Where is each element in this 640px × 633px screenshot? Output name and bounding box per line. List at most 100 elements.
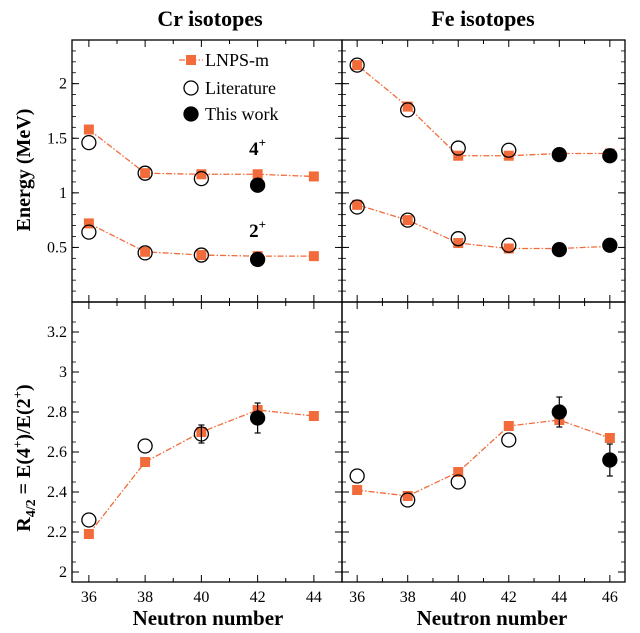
legend-label: Literature — [205, 78, 276, 98]
y-tick-label: 3.2 — [47, 324, 67, 341]
lnps-point — [83, 218, 94, 229]
legend: LNPS-m Literature This work — [179, 50, 279, 124]
series-lnps-m — [83, 218, 319, 262]
y-tick-label: 2.4 — [47, 484, 67, 501]
x-tick-label: 40 — [450, 589, 466, 606]
this-work-point — [249, 177, 266, 193]
x-tick-label: 36 — [81, 589, 97, 606]
series-this-work — [551, 146, 618, 164]
panel-frame — [341, 301, 626, 583]
lnps-point — [308, 411, 319, 421]
y-tick-label: 2 — [59, 564, 67, 581]
literature-point — [137, 165, 153, 181]
panel-1-1: 36 38 40 42 44 46 — [341, 301, 626, 606]
this-work-point — [602, 148, 618, 164]
series-literature — [349, 57, 517, 158]
lnps-point — [140, 457, 151, 467]
literature-point — [501, 432, 517, 448]
literature-point — [349, 468, 365, 484]
literature-point — [450, 474, 466, 490]
literature-point — [137, 245, 153, 261]
this-work-point — [602, 452, 618, 468]
legend-marker-this-work — [183, 106, 199, 122]
this-work-point — [249, 251, 266, 268]
lnps-point — [140, 168, 151, 179]
lnps-point — [402, 101, 413, 112]
lnps-point — [503, 243, 514, 254]
xlabel-fe: Neutron number — [417, 606, 568, 630]
literature-point — [450, 140, 466, 156]
this-work-point — [551, 146, 567, 163]
this-work-point — [551, 404, 567, 420]
literature-point — [400, 102, 416, 118]
lnps-point — [83, 124, 94, 135]
x-tick-label: 40 — [193, 589, 209, 606]
x-tick-label: 36 — [349, 589, 365, 606]
lnps-point — [503, 421, 514, 431]
lnps-point — [402, 491, 413, 501]
lnps-line — [356, 204, 610, 250]
lnps-line — [357, 419, 611, 497]
lnps-point — [196, 250, 207, 261]
literature-point — [193, 426, 210, 442]
x-tick-label: 42 — [250, 589, 266, 606]
col-title-fe: Fe isotopes — [431, 6, 535, 31]
y-tick-label: 2.2 — [47, 524, 67, 541]
lnps-point — [308, 251, 319, 262]
literature-point — [137, 438, 153, 454]
lnps-point — [604, 433, 615, 443]
series-this-work — [249, 251, 266, 268]
x-tick-label: 38 — [137, 589, 153, 606]
lnps-point — [252, 169, 263, 180]
level-label: 2+ — [249, 217, 266, 242]
series-lnps-m — [352, 415, 615, 501]
literature-point — [81, 512, 97, 528]
literature-point — [501, 142, 517, 158]
series-lnps-m — [352, 199, 615, 254]
literature-point — [193, 170, 210, 187]
legend-marker-literature — [183, 80, 199, 96]
legend-label: LNPS-m — [205, 50, 269, 70]
series-this-work — [551, 396, 618, 477]
lnps-point — [352, 60, 363, 71]
y-tick-label: 1.5 — [47, 130, 67, 147]
series-lnps-m — [83, 124, 319, 182]
x-tick-label: 44 — [306, 589, 322, 606]
lnps-point — [196, 169, 207, 180]
series-literature — [81, 424, 210, 528]
series-literature — [349, 432, 517, 508]
series-literature — [349, 199, 517, 253]
y-axis-labels: Energy (MeV) R4/2 = E(4+)/E(2+) — [10, 109, 39, 532]
x-tick-label: 46 — [602, 589, 618, 606]
column-titles: Cr isotopes Fe isotopes — [157, 6, 535, 31]
x-axis-labels: Neutron number Neutron number — [133, 606, 568, 630]
lnps-point — [308, 171, 319, 182]
panel-0-0: 0.5 1 1.5 2 4+ 2+ — [47, 39, 343, 303]
series-this-work — [249, 177, 266, 193]
lnps-point — [83, 529, 94, 539]
y-tick-label: 3 — [59, 364, 67, 381]
panel-frame — [341, 39, 626, 303]
literature-point — [349, 199, 365, 215]
lnps-point — [402, 215, 413, 226]
this-work-point — [551, 241, 567, 258]
lnps-point — [453, 467, 464, 477]
this-work-point — [602, 237, 618, 253]
series-this-work — [249, 402, 266, 434]
lnps-point — [352, 199, 363, 210]
series-lnps-m — [352, 60, 615, 161]
series-literature — [81, 134, 210, 187]
ylabel-energy: Energy (MeV) — [13, 109, 35, 232]
literature-point — [501, 237, 517, 253]
series-this-work — [551, 237, 618, 258]
x-tick-label: 44 — [551, 589, 567, 606]
literature-point — [81, 134, 97, 151]
panel-0-1 — [341, 39, 626, 303]
legend-marker-lnps — [186, 55, 196, 65]
literature-point — [450, 231, 466, 247]
y-tick-label: 2.8 — [47, 404, 67, 421]
x-tick-label: 42 — [501, 589, 517, 606]
literature-point — [193, 247, 210, 263]
lnps-line — [356, 64, 610, 157]
